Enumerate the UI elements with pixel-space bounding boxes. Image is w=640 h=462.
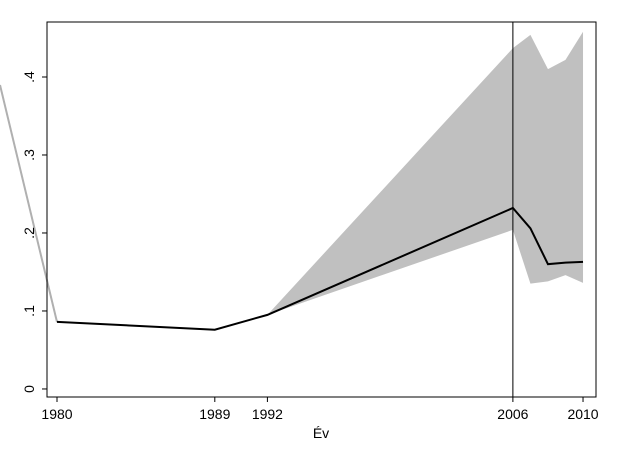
y-tick-label: .1 [21,305,37,317]
clipped-edge-line [0,84,58,323]
plot-frame [46,21,597,398]
y-tick-label: .2 [21,227,37,239]
x-tick-label: 1980 [41,406,72,422]
x-axis-label: Év [313,425,329,441]
estimate-line [56,206,584,331]
confidence-band [56,31,584,330]
y-tick-label: .3 [21,149,37,161]
plot-area [56,22,584,397]
y-tick-label: 0 [21,385,37,393]
y-tick-label: .4 [21,71,37,83]
x-tick-label: 1992 [252,406,283,422]
x-tick-label: 1989 [199,406,230,422]
x-tick-label: 2010 [567,406,598,422]
x-tick-label: 2006 [497,406,528,422]
